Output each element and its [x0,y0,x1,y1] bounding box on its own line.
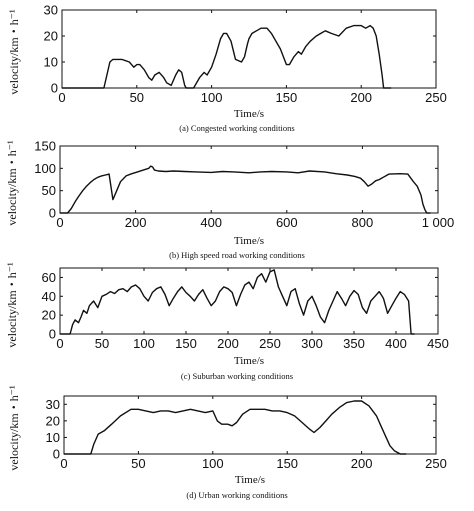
x-tick-label: 350 [343,336,365,351]
chart-caption: (d) Urban working conditions [186,490,287,500]
chart-3: 0 50 100 150 200 250 300 350 400 4500204060Time/s… [5,262,449,381]
x-tick-label: 200 [351,456,373,471]
y-tick-label: 20 [42,308,56,323]
y-tick-label: 20 [46,413,60,428]
x-tick-label: 300 [301,336,323,351]
x-tick-label: 150 [175,336,197,351]
x-tick-label: 50 [130,90,144,105]
velocity-curve [64,400,407,455]
x-tick-label: 200 [217,336,239,351]
y-tick-label: 0 [49,327,56,342]
chart-2: 0 200 400 600 800 1 000 0 50 100 150 Time/s velocit… [5,139,454,261]
velocity-curve [62,24,392,89]
y-tick-label: 60 [42,270,56,285]
plot-frame [59,267,439,335]
y-tick-label: 30 [44,3,58,18]
y-axis-label: velocity/km・h⁻¹ [7,9,21,95]
x-tick-label: 600 [276,215,298,230]
velocity-curve [60,269,415,335]
y-tick-label: 10 [44,55,58,70]
x-tick-label: 100 [201,90,223,105]
x-tick-label: 250 [259,336,281,351]
x-tick-label: 150 [276,90,298,105]
x-tick-label: 250 [425,456,447,471]
x-tick-label: 100 [133,336,155,351]
y-tick-label: 0 [51,81,58,96]
plot-frame [59,145,439,214]
y-tick-label: 100 [34,161,56,176]
x-tick-label: 450 [427,336,449,351]
x-tick-label: 50 [131,456,145,471]
y-axis-label: velocity/km・h⁻¹ [7,385,21,471]
y-tick-label: 20 [44,29,58,44]
y-tick-label: 0 [49,206,56,221]
plot-frame [61,9,437,89]
x-tick-label: 250 [425,90,447,105]
x-tick-label: 0 [60,456,67,471]
x-tick-label: 50 [95,336,109,351]
x-axis-label: Time/s [234,235,264,247]
x-tick-label: 400 [200,215,222,230]
x-tick-label: 1 000 [422,215,455,230]
y-tick-label: 50 [42,183,56,198]
y-axis-label: velocity/km・h⁻¹ [5,262,19,348]
y-tick-label: 0 [53,447,60,462]
x-tick-label: 100 [202,456,224,471]
chart-1: 0 50 100 150 200 250 0 10 20 30 Time/s velocity/km・… [7,3,447,134]
chart-caption: (a) Congested working conditions [179,123,294,133]
x-tick-label: 150 [276,456,298,471]
x-tick-label: 0 [58,90,65,105]
y-tick-label: 30 [46,397,60,412]
x-tick-label: 200 [125,215,147,230]
x-tick-label: 200 [350,90,372,105]
y-tick-label: 40 [42,289,56,304]
chart-caption: (b) High speed road working conditions [169,250,305,260]
y-tick-label: 10 [46,430,60,445]
x-axis-label: Time/s [234,108,264,120]
plot-frame [63,395,437,455]
y-tick-label: 150 [34,139,56,154]
x-tick-label: 0 [56,215,63,230]
x-tick-label: 800 [352,215,374,230]
velocity-curve [60,165,431,214]
y-axis-label: velocity/km・h⁻¹ [5,140,19,226]
chart-caption: (c) Suburban working conditions [181,371,293,381]
x-axis-label: Time/s [235,474,265,486]
chart-4: 0 50 100 150 200 2500102030Time/svelocity/km・… [7,385,447,500]
x-axis-label: Time/s [234,355,264,367]
x-tick-label: 0 [56,336,63,351]
x-tick-label: 400 [385,336,407,351]
